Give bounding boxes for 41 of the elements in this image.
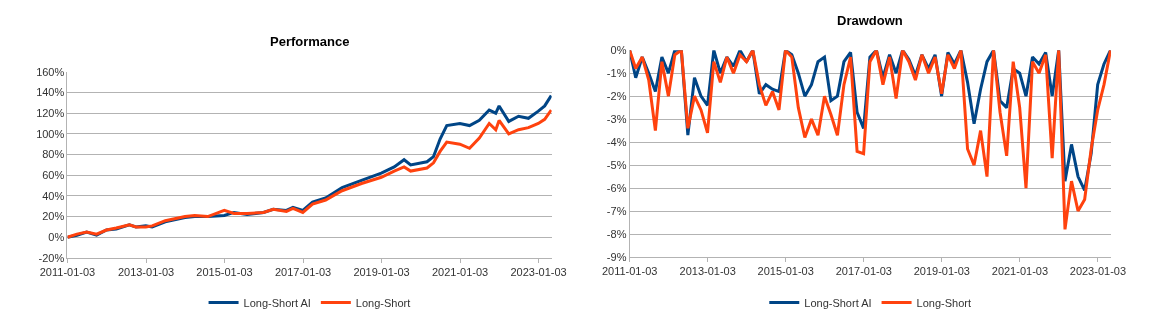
legend-label: Long-Short AI [243,296,311,309]
y-tick-label: 60% [42,169,65,182]
y-tick-label: 160% [36,65,65,78]
y-tick-label: 80% [42,148,65,161]
x-tick-label: 2015-01-03 [196,266,253,279]
x-tick-label: 2013-01-03 [679,265,736,278]
line-series [629,50,1111,231]
x-tick-label: 2017-01-03 [274,266,332,279]
x-tick-label: 2011-01-03 [601,265,658,278]
x-tick-label: 2019-01-03 [913,265,970,278]
y-tick-label: 0% [610,44,627,57]
y-tick-label: -3% [606,112,627,125]
y-tick-label: -8% [606,227,627,240]
x-tick-label: 2011-01-03 [39,266,96,279]
chart-title: Performance [270,34,350,49]
x-tick-label: 2017-01-03 [835,265,892,278]
y-tick-label: 100% [36,127,65,140]
y-tick-label: -4% [606,135,627,148]
y-tick-label: -9% [606,250,627,263]
y-tick-label: -1% [606,67,627,80]
y-tick-label: -5% [606,158,627,171]
legend-label: Long-Short [916,296,971,309]
y-tick-label: -6% [606,181,627,194]
y-tick-label: 120% [36,107,65,120]
chart-title: Drawdown [837,13,903,28]
y-tick-label: 20% [42,210,65,223]
x-tick-label: 2013-01-03 [117,266,175,279]
legend-label: Long-Short AI [804,296,872,309]
y-tick-label: -20% [38,251,65,264]
y-tick-label: 140% [36,86,65,99]
x-tick-label: 2023-01-03 [510,266,567,279]
x-tick-label: 2019-01-03 [353,266,410,279]
x-tick-label: 2023-01-03 [1069,265,1127,278]
x-tick-label: 2015-01-03 [757,265,814,278]
y-tick-label: 40% [42,189,65,202]
y-tick-label: -7% [606,204,627,217]
legend-label: Long-Short [355,296,411,309]
x-tick-label: 2021-01-03 [431,266,489,279]
x-tick-label: 2021-01-03 [991,265,1049,278]
y-tick-label: 0% [48,231,65,244]
y-tick-label: -2% [606,89,627,102]
